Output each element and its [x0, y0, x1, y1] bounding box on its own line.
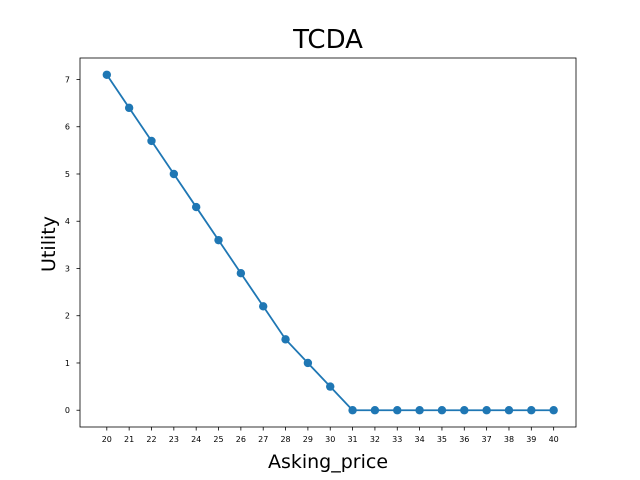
data-point [370, 406, 380, 415]
y-tick-label: 7 [65, 75, 70, 84]
chart-title: TCDA [292, 25, 363, 55]
data-point [147, 136, 156, 146]
data-point [527, 406, 536, 415]
data-point [281, 335, 290, 344]
data-point [504, 406, 514, 415]
x-tick-label: 40 [549, 435, 559, 444]
x-axis-label: Asking_price [268, 451, 388, 473]
plot-area: 20 21 22 23 24 25 26 27 28 29 30 31 32 33 34 35 36 37 38 39… [65, 57, 577, 444]
y-tick-label: 5 [65, 170, 70, 179]
x-tick-label: 38 [504, 435, 514, 444]
data-point [236, 269, 246, 278]
y-tick-label: 3 [65, 264, 70, 273]
x-tick-label: 31 [347, 435, 357, 444]
y-tick-label: 4 [65, 217, 70, 226]
x-tick-label: 28 [280, 435, 290, 444]
x-tick-label: 26 [236, 435, 246, 444]
data-point [460, 406, 469, 415]
x-tick-label: 24 [191, 435, 201, 444]
data-point [348, 406, 357, 415]
y-tick-label: 0 [65, 406, 70, 415]
data-point [482, 406, 491, 415]
y-axis-label: Utility [38, 216, 60, 272]
x-tick-label: 29 [303, 435, 313, 444]
x-tick-label: 30 [325, 435, 335, 444]
axes-frame [79, 57, 577, 428]
data-point [124, 103, 134, 113]
x-tick-label: 35 [437, 435, 447, 444]
data-point [393, 406, 402, 415]
x-tick-label: 25 [213, 435, 223, 444]
data-point [326, 382, 335, 391]
x-tick-label: 33 [392, 435, 402, 444]
y-tick-label: 6 [65, 123, 70, 132]
x-tick-label: 23 [169, 435, 179, 444]
x-tick-label: 34 [415, 435, 425, 444]
data-point [437, 406, 447, 415]
x-tick-label: 36 [459, 435, 469, 444]
x-tick-label: 37 [482, 435, 492, 444]
data-point [191, 202, 201, 212]
x-tick-label: 20 [102, 435, 112, 444]
data-point [549, 406, 558, 415]
x-tick-label: 32 [370, 435, 380, 444]
y-tick-label: 1 [65, 359, 70, 368]
x-tick-label: 39 [526, 435, 536, 444]
data-point [214, 235, 223, 245]
x-tick-label: 22 [146, 435, 156, 444]
data-point [102, 70, 112, 79]
x-tick-label: 21 [124, 435, 134, 444]
y-tick-label: 2 [65, 312, 70, 321]
data-point [169, 169, 179, 179]
data-point [303, 358, 313, 368]
data-point [259, 302, 268, 311]
data-point [415, 406, 424, 415]
x-tick-label: 27 [258, 435, 268, 444]
